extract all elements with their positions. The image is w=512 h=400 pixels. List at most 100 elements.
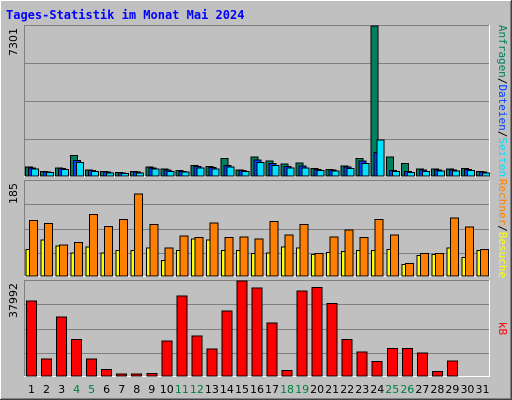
bar-rechner-day-9 <box>149 224 159 277</box>
x-tick-day-18: 18 <box>280 383 294 396</box>
bar-seiten-day-17 <box>271 164 280 177</box>
bar-rechner-day-24 <box>374 219 384 277</box>
bar-rechner-day-7 <box>119 219 129 277</box>
bar-kb-day-12 <box>191 335 203 377</box>
bar-rechner-day-5 <box>89 213 99 277</box>
panel-hits: 7301 Anfragen/Dateien/Seiten <box>7 25 509 177</box>
panel-hits-ymax-label: 7301 <box>7 28 20 56</box>
x-tick-day-6: 6 <box>103 383 110 396</box>
bar-kb-day-8 <box>131 373 143 377</box>
legend-entry-3: / <box>496 131 509 138</box>
bar-kb-day-19 <box>296 290 308 377</box>
x-tick-day-23: 23 <box>355 383 369 396</box>
bar-rechner-day-25 <box>389 234 399 277</box>
bar-seiten-day-21 <box>331 170 340 177</box>
bar-seiten-day-14 <box>226 166 235 177</box>
bar-kb-day-13 <box>206 348 218 377</box>
bar-seiten-day-1 <box>31 168 39 177</box>
panel-visits-ymax-label: 185 <box>7 183 20 204</box>
x-tick-day-26: 26 <box>400 383 414 396</box>
bar-rechner-day-27 <box>419 252 429 277</box>
bar-seiten-day-10 <box>166 170 175 177</box>
x-tick-day-31: 31 <box>475 383 489 396</box>
panel-kb: 37992 kB <box>7 280 509 377</box>
bar-seiten-day-23 <box>361 162 370 177</box>
bar-kb-day-18 <box>281 369 293 377</box>
bar-kb-day-3 <box>56 316 68 377</box>
bar-seiten-day-6 <box>106 172 115 177</box>
bar-seiten-day-22 <box>346 167 355 177</box>
bar-seiten-day-15 <box>241 171 250 177</box>
x-axis-day-labels: 1 2 3 4 5 6 7 8 9 10 11 12 13 14 15 16 17 18 19 20 21 22 23 24 2… <box>28 383 489 396</box>
bar-rechner-day-3 <box>59 244 69 277</box>
chart-title: Tages-Statistik im Monat Mai 2024 <box>6 8 244 22</box>
x-tick-day-30: 30 <box>460 383 474 396</box>
bar-seiten-day-28 <box>436 170 445 177</box>
x-tick-day-2: 2 <box>43 383 50 396</box>
bar-rechner-day-6 <box>104 226 114 277</box>
bar-kb-day-28 <box>431 370 443 377</box>
bar-kb-day-29 <box>446 360 458 377</box>
bar-rechner-day-4 <box>74 242 84 277</box>
x-tick-day-16: 16 <box>250 383 264 396</box>
panel-visits: 185 Rechner/Besuche <box>7 179 509 278</box>
bar-rechner-day-14 <box>224 236 234 277</box>
bar-kb-day-20 <box>311 286 323 377</box>
bar-seiten-day-16 <box>256 162 265 177</box>
bar-rechner-day-2 <box>44 223 54 277</box>
bar-kb-day-2 <box>41 358 53 377</box>
bar-rechner-day-15 <box>239 236 249 277</box>
x-tick-day-22: 22 <box>340 383 354 396</box>
x-tick-day-3: 3 <box>58 383 65 396</box>
panel-visits-legend: Rechner/Besuche <box>496 179 509 278</box>
bar-rechner-day-29 <box>449 217 459 277</box>
legend-entry-0: Anfragen <box>496 25 509 78</box>
legend-entry-1: / <box>496 225 509 232</box>
bar-rechner-day-16 <box>254 238 264 277</box>
bar-rechner-day-1 <box>29 220 38 277</box>
x-tick-day-5: 5 <box>88 383 95 396</box>
x-tick-day-14: 14 <box>220 383 234 396</box>
x-tick-day-20: 20 <box>310 383 324 396</box>
legend-entry-0: kB <box>496 322 509 336</box>
bar-rechner-day-21 <box>329 236 339 277</box>
panel-kb-legend: kB <box>496 322 509 336</box>
bar-seiten-day-31 <box>481 172 490 177</box>
bar-rechner-day-19 <box>299 224 309 277</box>
bar-rechner-day-10 <box>164 247 174 277</box>
bar-rechner-day-30 <box>464 226 474 277</box>
bar-seiten-day-27 <box>421 170 430 177</box>
bar-kb-day-23 <box>356 351 368 377</box>
bar-kb-day-10 <box>161 340 173 377</box>
bar-seiten-day-11 <box>181 171 190 177</box>
x-tick-day-1: 1 <box>28 383 35 396</box>
bar-rechner-day-22 <box>344 229 354 277</box>
bar-rechner-day-31 <box>479 248 489 277</box>
x-tick-day-12: 12 <box>190 383 204 396</box>
bar-seiten-day-29 <box>451 170 460 177</box>
bar-seiten-day-25 <box>391 171 400 177</box>
bar-kb-day-5 <box>86 358 98 377</box>
x-tick-day-28: 28 <box>430 383 444 396</box>
bar-kb-day-26 <box>401 347 413 377</box>
bar-rechner-day-8 <box>134 193 144 277</box>
x-tick-day-13: 13 <box>205 383 219 396</box>
x-tick-day-17: 17 <box>265 383 279 396</box>
bar-seiten-day-3 <box>61 168 70 177</box>
bar-seiten-day-24 <box>376 139 385 177</box>
bar-kb-day-6 <box>101 368 113 377</box>
bar-seiten-day-12 <box>196 167 205 177</box>
bar-seiten-day-30 <box>466 169 475 177</box>
bar-seiten-day-26 <box>406 172 415 177</box>
bar-rechner-day-23 <box>359 236 369 277</box>
bar-seiten-day-18 <box>286 167 295 177</box>
legend-entry-1: / <box>496 78 509 85</box>
bar-seiten-day-4 <box>76 162 85 177</box>
bar-kb-day-7 <box>116 373 128 377</box>
bar-rechner-day-11 <box>179 235 189 277</box>
x-tick-day-21: 21 <box>325 383 339 396</box>
x-tick-day-9: 9 <box>148 383 155 396</box>
legend-entry-2: Besuche <box>496 232 509 278</box>
